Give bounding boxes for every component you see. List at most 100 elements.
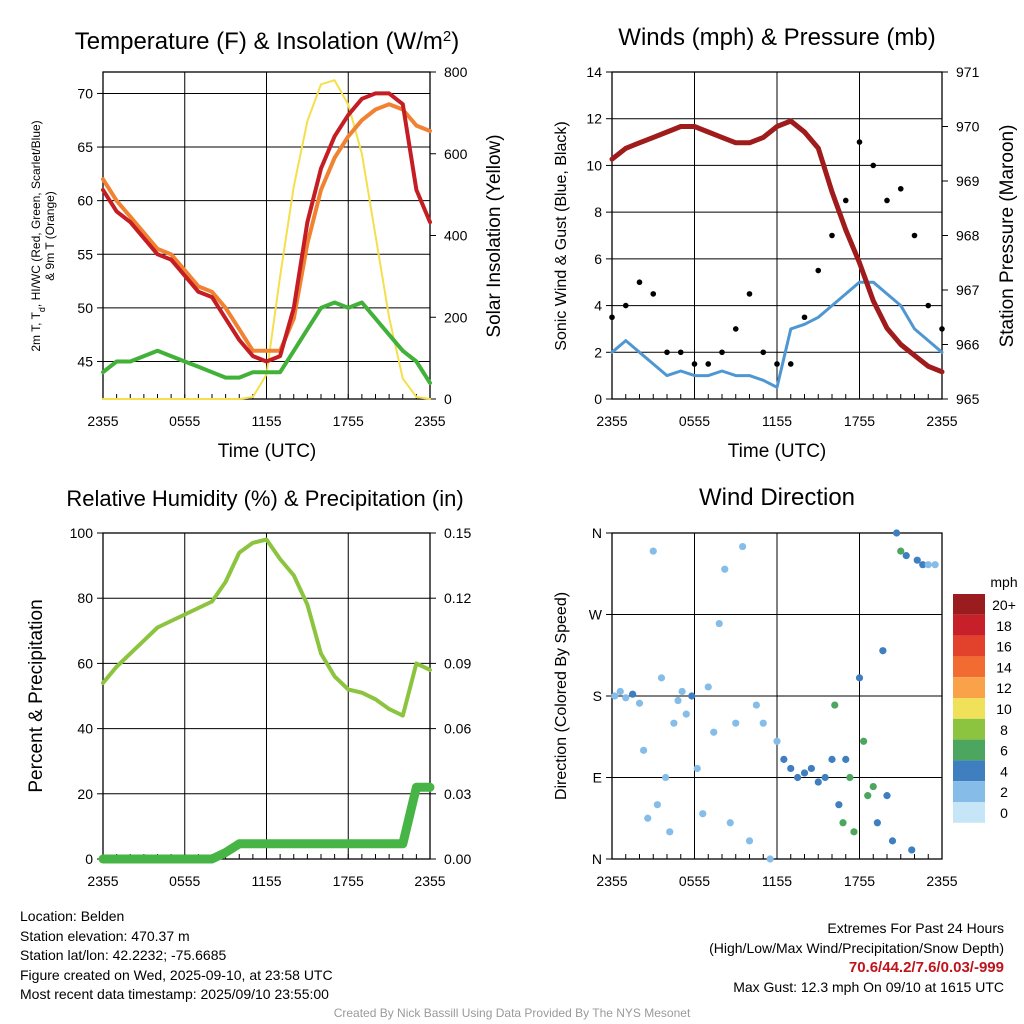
wind-gust-point <box>870 162 877 169</box>
rh-y-tick-label: 60 <box>77 655 93 671</box>
rh-plot-frame <box>102 532 431 860</box>
dir-point <box>794 773 802 782</box>
dir-point <box>682 710 690 718</box>
rh-y-axis-label: Percent & Precipitation <box>26 599 47 792</box>
temp-y-axis-label: 2m T, Td, HI/WC (Red, Green, Scarlet/Blu… <box>29 120 57 351</box>
dir-point <box>653 801 661 809</box>
legend-swatch <box>953 802 985 823</box>
dir-title: Wind Direction <box>699 484 855 511</box>
station-location: Location: Belden <box>20 908 125 924</box>
wind-pressure-line <box>609 118 945 375</box>
dir-point <box>739 542 747 551</box>
dir-point <box>931 561 939 569</box>
dir-y-tick-label: W <box>589 607 603 623</box>
temp-y-label-line-2: & 9m T (Orange) <box>43 191 57 281</box>
dir-point <box>807 764 815 773</box>
extremes-title: Extremes For Past 24 Hours <box>827 920 1004 936</box>
wind-gust-point <box>829 232 835 239</box>
wind-y2-axis-label: Station Pressure (Maroon) <box>997 125 1018 348</box>
rh-x-tick-label: 1755 <box>333 873 364 889</box>
dir-point <box>657 674 666 682</box>
dir-point <box>766 855 774 863</box>
temp-y-label-subscript: d <box>37 307 47 312</box>
wind-gust-point <box>911 232 918 239</box>
dir-y-tick-label: N <box>592 525 602 541</box>
rh-title: Relative Humidity (%) & Precipitation (i… <box>66 486 463 511</box>
temp-y-tick-label: 65 <box>77 139 93 155</box>
temp-y-label-line-1b: , HI/WC (Red, Green, Scarlet/Blue) <box>29 120 43 307</box>
wind-gust-point <box>801 314 808 321</box>
wind-y-tick-label: 6 <box>594 251 602 267</box>
temp-x-tick-label: 2355 <box>87 413 118 429</box>
wind-gust-point <box>774 361 780 367</box>
wind-gust-point <box>650 291 657 297</box>
wind-y-tick-label: 12 <box>586 111 602 127</box>
dir-point <box>893 529 901 537</box>
rh-humidity-line <box>101 537 432 718</box>
rh-x-tick-label: 2355 <box>414 873 445 889</box>
dir-point <box>869 782 877 791</box>
dir-point <box>674 696 682 705</box>
rh-y2-tick-label: 0.12 <box>444 590 471 606</box>
wind-y2-tick-label: 967 <box>956 282 980 298</box>
extremes-summary: Extremes For Past 24 Hours (High/Low/Max… <box>709 919 1004 997</box>
wind-gust-point <box>939 326 945 332</box>
temp-dewpoint-line <box>101 300 432 385</box>
temp-y-tick-label: 50 <box>77 300 93 316</box>
temp-y-tick-label: 70 <box>77 85 93 101</box>
wind-y2-tick-label: 966 <box>956 337 980 353</box>
legend-label: 4 <box>1000 763 1008 779</box>
dir-point <box>821 773 829 782</box>
dir-point <box>888 837 897 845</box>
dir-point <box>924 561 932 569</box>
temp-y-label-line-1: 2m T, T <box>29 311 43 351</box>
dir-point <box>787 764 795 773</box>
wind-direction-panel: Wind Direction 2355 0555 1155 1755 2355 N E S W N D… <box>553 484 1018 889</box>
rh-y2-tick-label: 0.03 <box>444 786 471 802</box>
wind-y2-tick-label: 970 <box>956 119 980 135</box>
dir-point <box>693 764 701 773</box>
wind-gust-point <box>925 302 932 309</box>
dir-point <box>644 814 652 822</box>
wind-y2-tick-label: 968 <box>956 228 980 244</box>
wind-sonic-speed-line <box>610 280 944 389</box>
dir-point <box>879 647 887 655</box>
wind-y2-tick-label: 971 <box>956 64 980 80</box>
dir-point <box>670 719 678 727</box>
temp-x-tick-label: 0555 <box>169 413 200 429</box>
rh-y2-tick-label: 0.06 <box>444 721 471 737</box>
station-latlon: Station lat/lon: 42.2232; -75.6685 <box>20 947 227 963</box>
rh-precipitation-line <box>98 782 435 864</box>
dir-point <box>850 828 858 836</box>
dir-point <box>688 692 696 700</box>
rh-y2-tick-label: 0.09 <box>444 655 471 671</box>
dir-point <box>835 801 843 809</box>
wind-x-tick-label: 1755 <box>844 413 875 429</box>
temp-y2-tick-label: 400 <box>444 228 468 244</box>
wind-gust-point <box>760 349 767 356</box>
temp-y2-tick-label: 200 <box>444 309 468 325</box>
dir-point <box>846 773 854 782</box>
wind-x-tick-label: 2355 <box>926 413 957 429</box>
legend-swatch <box>953 781 985 802</box>
wind-y-tick-label: 14 <box>586 64 602 80</box>
rh-y2-tick-label: 0.15 <box>444 525 471 541</box>
dir-point <box>726 819 734 827</box>
rh-y-tick-label: 40 <box>77 721 93 737</box>
wind-title: Winds (mph) & Pressure (mb) <box>618 24 935 51</box>
wind-y2-tick-label: 969 <box>956 173 980 189</box>
wind-y-tick-label: 2 <box>594 344 602 360</box>
station-elevation: Station elevation: 470.37 m <box>20 927 190 944</box>
dir-point <box>622 694 630 702</box>
temp-9m-temperature-line <box>101 102 432 353</box>
temp-title-superscript: 2 <box>443 28 451 45</box>
dir-point <box>839 819 847 827</box>
dir-point <box>883 792 891 800</box>
legend-label: 6 <box>1000 743 1008 759</box>
legend-label: 2 <box>1000 784 1008 800</box>
wind-gust-point <box>732 326 739 332</box>
wind-gust-point <box>609 314 615 321</box>
wind-gust-point <box>664 349 670 356</box>
dir-point <box>814 778 822 786</box>
